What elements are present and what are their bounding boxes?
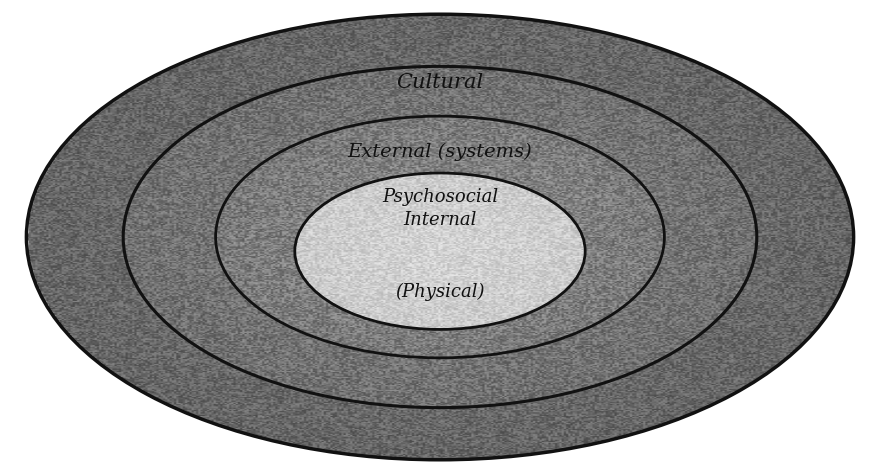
Text: Psychosocial: Psychosocial [382,188,498,206]
Text: External (systems): External (systems) [348,143,532,161]
Ellipse shape [123,66,757,408]
Ellipse shape [26,14,854,460]
Text: Internal: Internal [403,211,477,229]
Text: Cultural: Cultural [396,73,484,92]
Ellipse shape [295,173,585,329]
Text: (Physical): (Physical) [395,283,485,301]
Ellipse shape [216,116,664,358]
